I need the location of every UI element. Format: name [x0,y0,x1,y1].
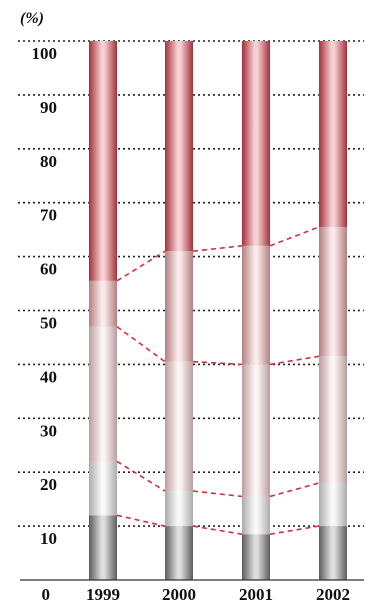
x-tick-label: 1999 [86,585,120,604]
y-tick-label: 50 [40,314,57,333]
connector-line [269,355,320,366]
connector-line [269,226,320,247]
connector-line [192,245,243,253]
connector-line [269,482,320,498]
y-tick-label: 20 [40,475,57,494]
bar-segment [89,280,117,327]
y-tick-label: 100 [32,44,58,63]
y-tick-label: 90 [40,98,57,117]
bar-segment [89,41,117,281]
connector-line [116,250,166,282]
y-unit-label: (%) [20,10,44,27]
bar-segment [319,526,347,580]
bar-segment [89,515,117,580]
x-tick-label: 2000 [162,585,196,604]
bar-segment [242,41,270,246]
bar-segment [242,496,270,535]
bar-segment [165,41,193,252]
y-tick-label: 70 [40,206,57,225]
connector-line [192,360,243,366]
connector-line [116,460,166,492]
bar-segment [165,361,193,492]
connector-line [116,514,166,527]
x-tick-label: 2001 [239,585,273,604]
bar-segment [242,364,270,497]
y-tick-label: 30 [40,421,57,440]
y-tick-label: 0 [42,585,51,604]
y-tick-label: 40 [40,367,57,386]
bar-segment [319,41,347,227]
y-tick-label: 80 [40,152,57,171]
bar-segment [165,526,193,580]
bar-segment [165,251,193,362]
connector-line [116,326,166,363]
connector-lines [116,226,320,535]
y-tick-label: 10 [40,529,57,548]
bar-segment [89,326,117,462]
connector-line [192,525,243,535]
connector-line [192,490,243,498]
x-tick-label: 2002 [316,585,350,604]
bar-segment [242,534,270,580]
bar-segment [89,461,117,516]
bar-segment [319,226,347,357]
bar-segment [319,356,347,483]
bars [89,41,347,580]
bar-segment [165,491,193,527]
bar-segment [319,482,347,527]
labels: (%) 0 10 20 30 40 50 60 70 80 90 100 1999 2000 2001 200… [20,10,350,604]
connector-line [269,525,320,535]
y-tick-label: 60 [40,260,57,279]
bar-segment [242,245,270,365]
